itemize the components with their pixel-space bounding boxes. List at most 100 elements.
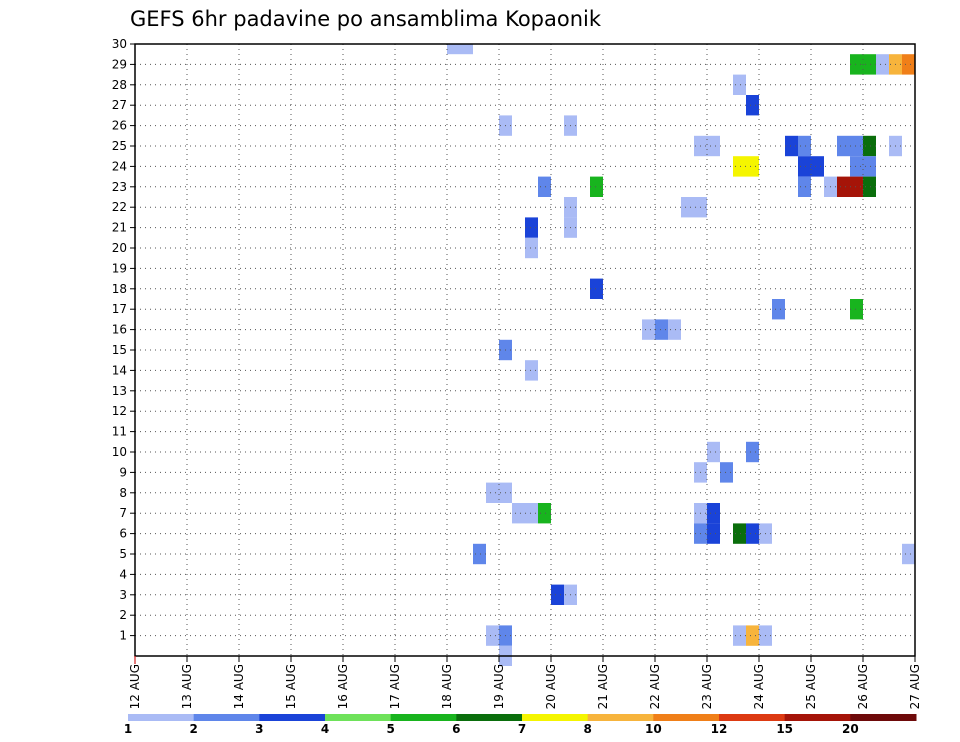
colorbar-swatch-1 xyxy=(193,714,260,721)
colorbar-label: 15 xyxy=(776,722,793,736)
y-tick-label: 15 xyxy=(112,343,127,357)
y-tick-label: 28 xyxy=(112,78,127,92)
cells-layer xyxy=(447,44,915,666)
y-tick-label: 26 xyxy=(112,119,127,133)
x-axis: 12 AUG 13 AUG 14 AUG 15 AUG 16 AUG 17 AUG 18 A… xyxy=(128,656,922,709)
heat-cell-63 xyxy=(902,543,915,565)
heat-cell-56 xyxy=(707,503,720,524)
heat-cell-13 xyxy=(785,135,798,157)
grid-layer xyxy=(135,44,915,656)
heat-cell-52 xyxy=(512,503,525,524)
heat-cell-49 xyxy=(720,462,733,483)
y-tick-label: 5 xyxy=(119,547,127,561)
colorbar-label: 8 xyxy=(583,722,591,736)
colorbar-swatch-9 xyxy=(719,714,786,721)
heat-cell-2 xyxy=(850,54,863,75)
x-tick-label: 16 AUG xyxy=(336,664,350,709)
heat-cell-43 xyxy=(668,319,681,340)
heat-cell-68 xyxy=(733,625,746,646)
colorbar-swatch-7 xyxy=(587,714,654,721)
x-tick-label: 15 AUG xyxy=(284,664,298,709)
heat-cell-46 xyxy=(707,441,720,463)
heat-cell-47 xyxy=(746,441,759,463)
colorbar-label: 3 xyxy=(255,722,263,736)
heat-cell-35 xyxy=(525,217,538,238)
heat-cell-3 xyxy=(863,54,876,75)
y-tick-label: 29 xyxy=(112,57,127,71)
heat-cell-19 xyxy=(733,156,746,177)
y-tick-label: 27 xyxy=(112,98,127,112)
heat-cell-38 xyxy=(590,278,603,299)
colorbar-swatch-0 xyxy=(128,714,195,721)
heat-cell-37 xyxy=(525,237,538,259)
heat-cell-15 xyxy=(837,135,850,157)
x-tick-label: 19 AUG xyxy=(492,664,506,709)
colorbar-swatch-6 xyxy=(522,714,589,721)
heat-cell-58 xyxy=(707,523,720,544)
y-tick-label: 23 xyxy=(112,180,127,194)
colorbar-label: 6 xyxy=(452,722,460,736)
x-tick-label: 25 AUG xyxy=(804,664,818,709)
colorbar-label: 2 xyxy=(189,722,197,736)
colorbar-swatch-2 xyxy=(259,714,326,721)
heat-cell-27 xyxy=(798,176,811,197)
x-tick-label: 21 AUG xyxy=(596,664,610,709)
y-tick-label: 20 xyxy=(112,241,127,255)
heat-cell-24 xyxy=(863,156,876,177)
y-tick-label: 3 xyxy=(119,588,127,602)
heat-cell-4 xyxy=(876,54,889,75)
heat-cell-33 xyxy=(681,197,694,218)
heat-cell-23 xyxy=(850,156,863,177)
x-tick-label: 20 AUG xyxy=(544,664,558,709)
y-tick-label: 30 xyxy=(112,37,127,51)
y-tick-label: 6 xyxy=(119,527,127,541)
colorbar: 1 2 3 4 5 6 7 8 10 12 15 20 xyxy=(124,714,917,736)
y-tick-label: 19 xyxy=(112,261,127,275)
heat-cell-0 xyxy=(447,44,460,55)
heat-cell-69 xyxy=(746,625,759,646)
x-tick-label: 23 AUG xyxy=(700,664,714,709)
heat-cell-45 xyxy=(525,360,538,381)
y-tick-label: 25 xyxy=(112,139,127,153)
heat-cell-59 xyxy=(733,523,746,544)
heat-cell-30 xyxy=(850,176,863,197)
heat-cell-29 xyxy=(837,176,850,197)
heat-cell-41 xyxy=(642,319,655,340)
heat-cell-8 xyxy=(746,95,759,116)
heat-cell-62 xyxy=(473,543,486,565)
x-tick-label: 18 AUG xyxy=(440,664,454,709)
heat-cell-7 xyxy=(733,74,746,95)
y-tick-label: 24 xyxy=(112,159,127,173)
heat-cell-60 xyxy=(746,523,759,544)
heat-cell-53 xyxy=(525,503,538,524)
heat-cell-6 xyxy=(902,54,915,75)
x-tick-label: 14 AUG xyxy=(232,664,246,709)
chart-title: GEFS 6hr padavine po ansamblima Kopaonik xyxy=(130,7,602,31)
colorbar-label: 10 xyxy=(645,722,662,736)
x-tick-label: 24 AUG xyxy=(752,664,766,709)
y-tick-label: 12 xyxy=(112,404,127,418)
y-tick-label: 10 xyxy=(112,445,127,459)
heat-cell-39 xyxy=(772,299,785,320)
heat-cell-26 xyxy=(590,176,603,197)
y-tick-label: 17 xyxy=(112,302,127,316)
y-tick-label: 21 xyxy=(112,221,127,235)
colorbar-swatch-11 xyxy=(850,714,917,721)
x-tick-label: 22 AUG xyxy=(648,664,662,709)
y-tick-label: 11 xyxy=(112,425,127,439)
heat-cell-1 xyxy=(460,44,473,55)
colorbar-swatch-5 xyxy=(456,714,523,721)
y-tick-label: 13 xyxy=(112,384,127,398)
x-tick-label: 12 AUG xyxy=(128,664,142,709)
colorbar-label: 4 xyxy=(321,722,329,736)
y-tick-label: 14 xyxy=(112,363,127,377)
y-tick-label: 7 xyxy=(119,506,127,520)
heat-cell-21 xyxy=(798,156,811,177)
heat-cell-16 xyxy=(850,135,863,157)
colorbar-swatch-10 xyxy=(784,714,851,721)
x-tick-label: 26 AUG xyxy=(856,664,870,709)
y-tick-label: 8 xyxy=(119,486,127,500)
colorbar-label: 7 xyxy=(518,722,526,736)
y-tick-label: 2 xyxy=(119,608,127,622)
